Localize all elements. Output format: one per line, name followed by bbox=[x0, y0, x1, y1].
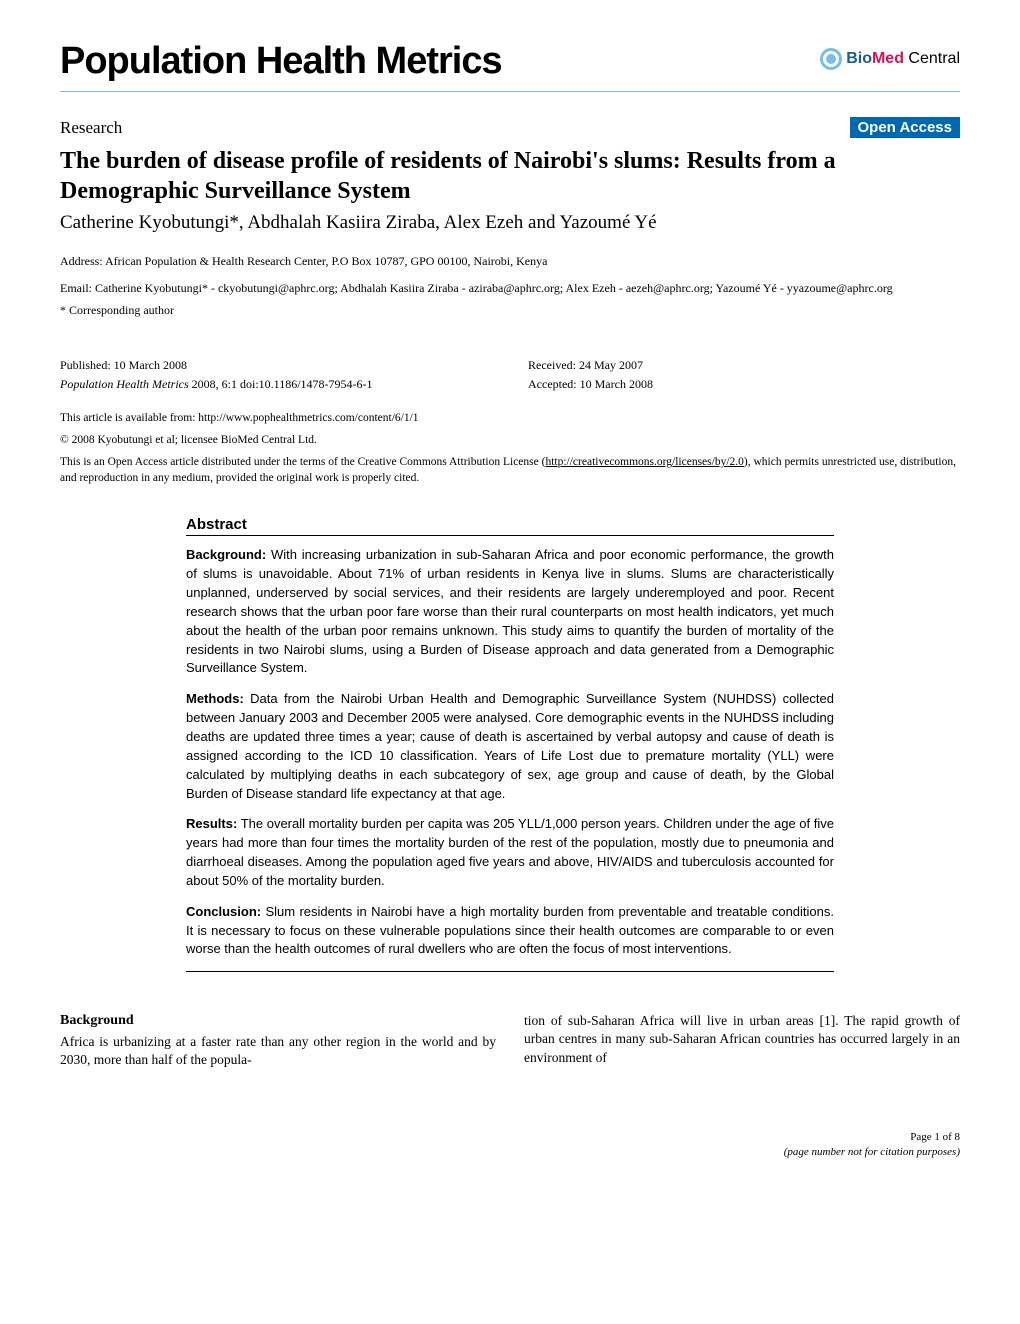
page-number-note: (page number not for citation purposes) bbox=[60, 1145, 960, 1160]
abstract-background: Background: With increasing urbanization… bbox=[186, 546, 834, 678]
abstract-text: Data from the Nairobi Urban Health and D… bbox=[186, 691, 834, 800]
page-number: Page 1 of 8 bbox=[60, 1130, 960, 1145]
license-link[interactable]: http://creativecommons.org/licenses/by/2… bbox=[545, 456, 743, 468]
abstract-conclusion: Conclusion: Slum residents in Nairobi ha… bbox=[186, 903, 834, 960]
copyright-line: © 2008 Kyobutungi et al; licensee BioMed… bbox=[60, 432, 960, 448]
citation-rest: 2008, 6:1 doi:10.1186/1478-7954-6-1 bbox=[189, 377, 373, 391]
page-footer: Page 1 of 8 (page number not for citatio… bbox=[60, 1130, 960, 1161]
corresponding-note: * Corresponding author bbox=[60, 303, 960, 318]
abstract-label: Methods: bbox=[186, 691, 244, 706]
abstract-text: Slum residents in Nairobi have a high mo… bbox=[186, 904, 834, 957]
author-emails: Email: Catherine Kyobutungi* - ckyobutun… bbox=[60, 279, 960, 297]
article-type: Research bbox=[60, 118, 122, 138]
license-text: This is an Open Access article distribut… bbox=[60, 454, 960, 486]
abstract-methods: Methods: Data from the Nairobi Urban Hea… bbox=[186, 690, 834, 803]
journal-title: Population Health Metrics bbox=[60, 40, 502, 82]
publisher-logo: BioMed Central bbox=[820, 48, 960, 70]
abstract-results: Results: The overall mortality burden pe… bbox=[186, 815, 834, 890]
publisher-ring-icon bbox=[820, 48, 842, 70]
open-access-badge: Open Access bbox=[850, 117, 961, 138]
abstract-label: Background: bbox=[186, 547, 266, 562]
abstract-bottom-rule bbox=[186, 971, 834, 972]
body-text-left: Africa is urbanizing at a faster rate th… bbox=[60, 1034, 496, 1067]
license-text-1: This is an Open Access article distribut… bbox=[60, 456, 545, 468]
accepted-date: Accepted: 10 March 2008 bbox=[528, 377, 960, 392]
citation: Population Health Metrics 2008, 6:1 doi:… bbox=[60, 377, 528, 392]
abstract-heading: Abstract bbox=[186, 516, 834, 536]
authors: Catherine Kyobutungi*, Abdhalah Kasiira … bbox=[60, 212, 960, 234]
received-date: Received: 24 May 2007 bbox=[528, 358, 960, 373]
abstract-block: Abstract Background: With increasing urb… bbox=[186, 516, 834, 972]
body-column-left: Background Africa is urbanizing at a fas… bbox=[60, 1012, 496, 1069]
meta-right: Received: 24 May 2007 Accepted: 10 March… bbox=[528, 358, 960, 396]
abstract-label: Results: bbox=[186, 816, 237, 831]
abstract-text: The overall mortality burden per capita … bbox=[186, 816, 834, 888]
publication-meta: Published: 10 March 2008 Population Heal… bbox=[60, 358, 960, 396]
body-columns: Background Africa is urbanizing at a fas… bbox=[60, 1012, 960, 1069]
abstract-label: Conclusion: bbox=[186, 904, 261, 919]
meta-left: Published: 10 March 2008 Population Heal… bbox=[60, 358, 528, 396]
available-from: This article is available from: http://w… bbox=[60, 410, 960, 426]
affiliation: Address: African Population & Health Res… bbox=[60, 254, 960, 269]
article-title: The burden of disease profile of residen… bbox=[60, 146, 960, 206]
publisher-central: Central bbox=[904, 50, 960, 67]
body-column-right: tion of sub-Saharan Africa will live in … bbox=[524, 1012, 960, 1069]
article-type-row: Research Open Access bbox=[60, 117, 960, 138]
license-block: This article is available from: http://w… bbox=[60, 410, 960, 486]
abstract-text: With increasing urbanization in sub-Saha… bbox=[186, 547, 834, 675]
publisher-med: Med bbox=[872, 50, 904, 67]
published-date: Published: 10 March 2008 bbox=[60, 358, 528, 373]
citation-journal: Population Health Metrics bbox=[60, 377, 189, 391]
body-text-right: tion of sub-Saharan Africa will live in … bbox=[524, 1013, 960, 1064]
journal-header: Population Health Metrics BioMed Central bbox=[60, 40, 960, 92]
section-heading-background: Background bbox=[60, 1012, 496, 1031]
publisher-bio: Bio bbox=[846, 50, 872, 67]
